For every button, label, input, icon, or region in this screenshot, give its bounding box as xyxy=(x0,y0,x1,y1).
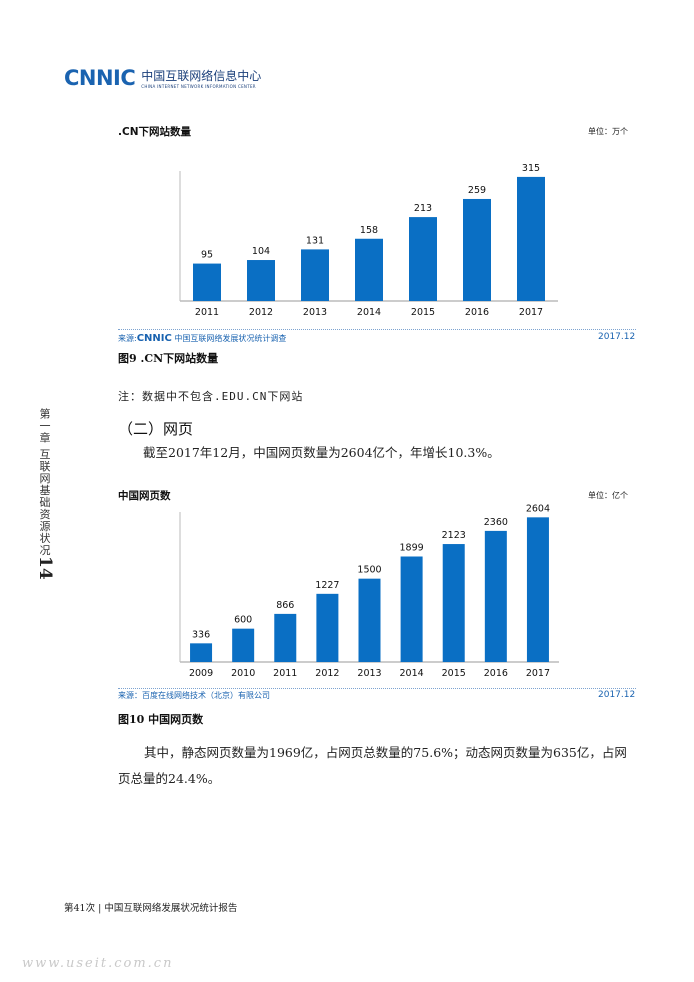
bar-value-label: 104 xyxy=(252,246,270,257)
bar-value-label: 259 xyxy=(468,185,486,196)
bar-2009 xyxy=(190,643,213,662)
x-tick-label: 2011 xyxy=(273,668,297,679)
bar-2014 xyxy=(355,238,383,301)
bar-value-label: 2604 xyxy=(526,503,550,514)
bar-2011 xyxy=(193,263,221,301)
chart1-note: 注：数据中不包含.EDU.CN下网站 xyxy=(118,390,304,403)
x-tick-label: 2016 xyxy=(484,668,508,679)
x-tick-label: 2014 xyxy=(357,307,381,318)
chart1-unit: 单位：万个 xyxy=(588,127,628,136)
x-tick-label: 2010 xyxy=(231,668,255,679)
chart2-source: 来源：百度在线网络技术（北京）有限公司 xyxy=(118,691,270,700)
x-tick-label: 2017 xyxy=(519,307,543,318)
x-tick-label: 2013 xyxy=(303,307,327,318)
x-tick-label: 2015 xyxy=(411,307,435,318)
x-tick-label: 2015 xyxy=(442,668,466,679)
bar-2013 xyxy=(301,249,329,301)
x-tick-label: 2012 xyxy=(315,668,339,679)
paragraph-1: 截至2017年12月，中国网页数量为2604亿个，年增长10.3%。 xyxy=(143,445,500,460)
bar-2010 xyxy=(232,628,255,662)
bar-2016 xyxy=(463,198,491,301)
chart1-title: .CN下网站数量 xyxy=(118,126,191,138)
bar-2016 xyxy=(484,530,507,662)
bar-value-label: 600 xyxy=(234,615,252,626)
x-tick-label: 2012 xyxy=(249,307,273,318)
x-tick-label: 2017 xyxy=(526,668,550,679)
bar-value-label: 213 xyxy=(414,203,432,214)
chart2-caption: 图10 中国网页数 xyxy=(118,713,204,726)
bar-value-label: 2123 xyxy=(442,530,466,541)
cnnic-logo: CNNIC 中国互联网络信息中心 CHINA INTERNET NETWORK … xyxy=(64,66,261,90)
x-tick-label: 2009 xyxy=(189,668,213,679)
chapter-side-label: 第一章 互联网基础资源状况 xyxy=(38,408,51,557)
bar-2015 xyxy=(409,217,437,301)
page-footer: 第41次 | 中国互联网络发展状况统计报告 xyxy=(64,903,238,914)
bar-2017 xyxy=(526,517,549,662)
bar-value-label: 336 xyxy=(192,629,210,640)
cnnic-logo-cn: 中国互联网络信息中心 xyxy=(141,69,262,83)
cnnic-logo-en: CHINA INTERNET NETWORK INFORMATION CENTE… xyxy=(141,84,256,89)
bar-2012 xyxy=(247,260,275,301)
bar-value-label: 1899 xyxy=(400,543,424,554)
bar-value-label: 131 xyxy=(306,235,324,246)
bar-value-label: 158 xyxy=(360,225,378,236)
paragraph-2: 其中，静态网页数量为1969亿，占网页总数量的75.6%；动态网页数量为635亿… xyxy=(118,745,627,786)
chart1-source-logo: CNNIC xyxy=(136,333,172,344)
x-tick-label: 2013 xyxy=(357,668,381,679)
cnnic-logo-mark: CNNIC xyxy=(64,66,136,90)
bar-2013 xyxy=(358,578,381,662)
page-number: 14 xyxy=(35,556,55,580)
chart1-date: 2017.12 xyxy=(598,332,636,342)
chart1-source: 来源:CNNIC 中国互联网络发展状况统计调查 xyxy=(118,333,286,344)
chart2-source-rule xyxy=(118,688,636,689)
chart1-svg: 95 2011 104 2012 131 2013 158 2014 213 2015 259 201… xyxy=(179,163,558,318)
chart1-source-rule xyxy=(118,329,636,330)
chart2-date: 2017.12 xyxy=(598,690,636,700)
bar-2012 xyxy=(316,593,339,662)
site-watermark: www.useit.com.cn xyxy=(22,956,174,971)
x-tick-label: 2011 xyxy=(195,307,219,318)
section-title: （二）网页 xyxy=(118,420,194,438)
chart1-caption: 图9 .CN下网站数量 xyxy=(118,352,219,365)
bar-2017 xyxy=(517,176,545,301)
bar-2014 xyxy=(400,556,423,662)
bar-value-label: 1227 xyxy=(315,580,339,591)
bar-value-label: 866 xyxy=(276,600,294,611)
x-tick-label: 2016 xyxy=(465,307,489,318)
bar-2011 xyxy=(274,613,297,662)
chart2-unit: 单位：亿个 xyxy=(588,491,628,500)
bar-value-label: 2360 xyxy=(484,517,508,528)
bar-2015 xyxy=(442,544,465,662)
cnnic-logo-text: 中国互联网络信息中心 CHINA INTERNET NETWORK INFORM… xyxy=(141,67,261,89)
bar-value-label: 315 xyxy=(522,163,540,174)
bar-value-label: 95 xyxy=(201,250,213,261)
chart1-source-prefix: 来源: xyxy=(118,334,137,343)
chart1-source-text: 中国互联网络发展状况统计调查 xyxy=(174,334,287,343)
x-tick-label: 2014 xyxy=(400,668,424,679)
chart2-title: 中国网页数 xyxy=(118,490,171,502)
chart2-svg: 336 2009 600 2010 866 2011 1227 2012 1500 2013 189… xyxy=(179,503,559,679)
bar-value-label: 1500 xyxy=(357,565,381,576)
